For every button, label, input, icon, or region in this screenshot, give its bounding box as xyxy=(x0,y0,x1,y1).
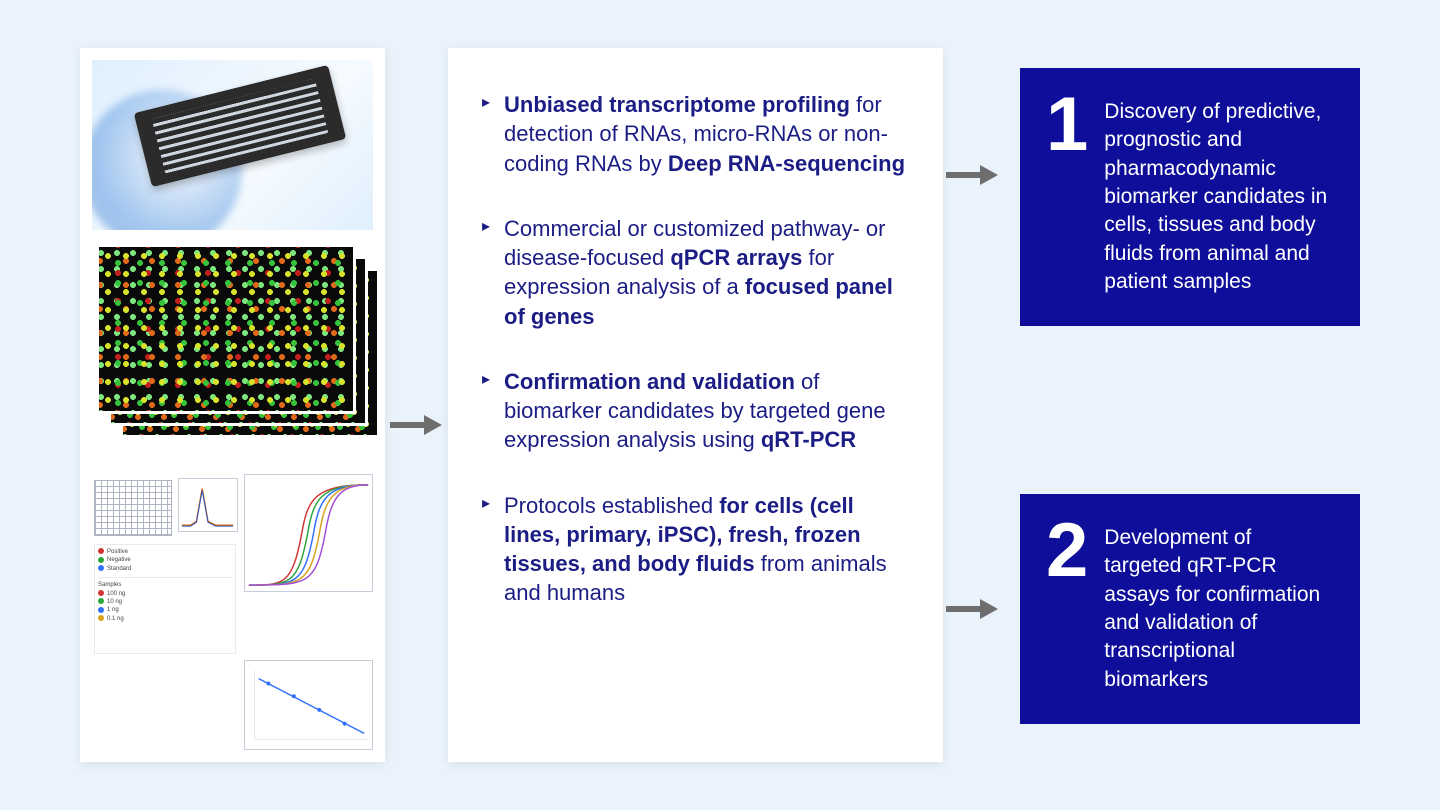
wellplate-grid xyxy=(94,480,172,536)
arrow-icon xyxy=(946,597,998,621)
amplification-curves-chart xyxy=(244,474,373,592)
qpcr-legend: Positive Negative Standard Samples 100 n… xyxy=(94,544,236,654)
outcome-text: Development of targeted qRT-PCR assays f… xyxy=(1104,524,1332,694)
techniques-list: Unbiased transcriptome profiling for det… xyxy=(482,90,905,608)
techniques-panel: Unbiased transcriptome profiling for det… xyxy=(448,48,943,762)
images-panel: Positive Negative Standard Samples 100 n… xyxy=(80,48,385,762)
melting-peak-chart xyxy=(178,478,238,532)
arrow-icon xyxy=(946,163,998,187)
outcome-number: 1 xyxy=(1046,98,1086,153)
infographic-canvas: Positive Negative Standard Samples 100 n… xyxy=(80,48,1360,762)
outcome-text: Discovery of predictive, prognostic and … xyxy=(1104,98,1332,296)
microarray-image xyxy=(92,242,373,462)
qpcr-charts-image: Positive Negative Standard Samples 100 n… xyxy=(92,474,373,750)
technique-item: Unbiased transcriptome profiling for det… xyxy=(482,90,905,178)
outcome-number: 2 xyxy=(1046,524,1086,579)
standard-curve-chart xyxy=(244,660,373,750)
sequencing-chip-image xyxy=(92,60,373,230)
technique-item: Confirmation and validation of biomarker… xyxy=(482,367,905,455)
outcome-box-2: 2 Development of targeted qRT-PCR assays… xyxy=(1020,494,1360,724)
technique-item: Protocols established for cells (cell li… xyxy=(482,491,905,608)
outcome-box-1: 1 Discovery of predictive, prognostic an… xyxy=(1020,68,1360,326)
technique-item: Commercial or customized pathway- or dis… xyxy=(482,214,905,331)
arrow-icon xyxy=(390,413,442,437)
